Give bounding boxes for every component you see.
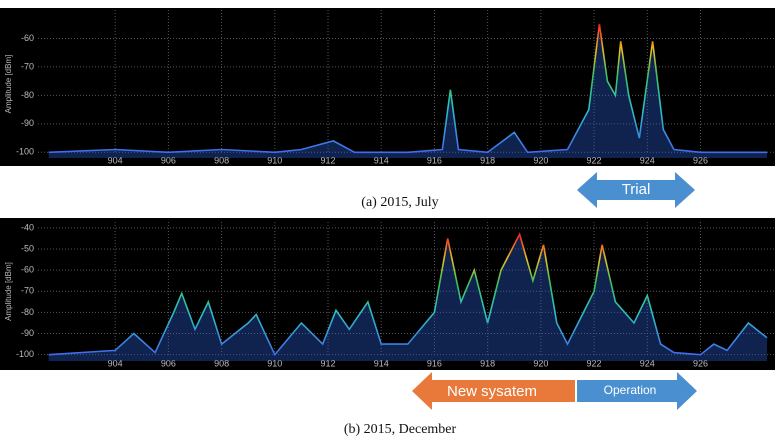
figure: Trial New sysatem Operation (a) 2015, Ju… <box>0 0 775 439</box>
y-tick-label: -80 <box>21 90 34 100</box>
y-tick-label: -90 <box>21 118 34 128</box>
caption: (a) 2015, July <box>361 195 438 210</box>
y-tick-label: -70 <box>21 286 34 296</box>
y-tick-label: -70 <box>21 61 34 71</box>
y-tick-label: -50 <box>21 243 34 253</box>
y-tick-label: -90 <box>21 328 34 338</box>
y-tick-label: -60 <box>21 33 34 43</box>
y-tick-label: -100 <box>16 147 34 157</box>
annotation: New sysatem <box>447 383 537 400</box>
annotation: Trial <box>622 181 651 198</box>
y-tick-label: -100 <box>16 349 34 359</box>
y-axis-label: Amplitude [dBm] <box>4 262 13 321</box>
y-axis-label: Amplitude [dBm] <box>4 55 13 114</box>
annotation: Operation <box>604 383 657 397</box>
caption: (b) 2015, December <box>344 422 457 437</box>
y-tick-label: -80 <box>21 307 34 317</box>
y-tick-label: -40 <box>21 222 34 232</box>
y-tick-label: -60 <box>21 265 34 275</box>
